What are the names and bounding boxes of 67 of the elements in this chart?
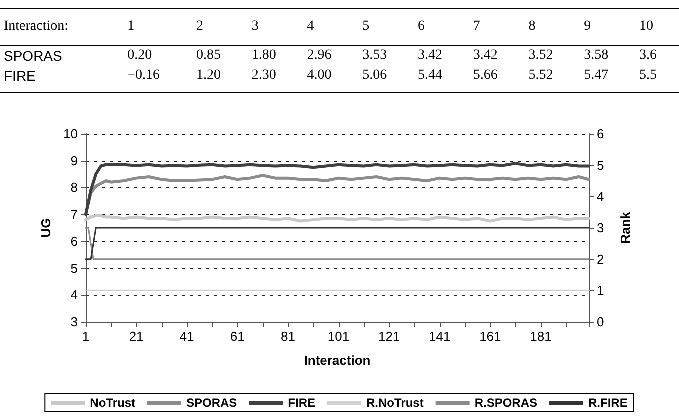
y-tick-label: FIRE bbox=[0, 66, 124, 92]
legend-label: SPORAS bbox=[186, 396, 238, 410]
y2-tick-label: 5 bbox=[597, 158, 604, 173]
x-tick-label: 4 bbox=[303, 8, 359, 46]
x-tick-label: 1 bbox=[82, 329, 90, 344]
data-label: 4.00 bbox=[303, 66, 359, 92]
data-label: 3.52 bbox=[528, 47, 554, 65]
x-tick-label: 21 bbox=[129, 329, 144, 344]
y-tick-label: 5 bbox=[70, 260, 78, 276]
data-label: 3.42 bbox=[472, 47, 499, 65]
x-tick-label: 181 bbox=[530, 329, 552, 344]
y-tick-label: 7 bbox=[70, 207, 78, 222]
legend-label: FIRE bbox=[288, 396, 316, 410]
y-tick-label: 9 bbox=[70, 153, 78, 168]
data-label: 3.53 bbox=[362, 47, 388, 65]
y2-tick-label: 1 bbox=[597, 283, 604, 298]
x-tick-label: 141 bbox=[429, 329, 451, 344]
legend-label: R.FIRE bbox=[588, 396, 628, 410]
x-tick-label: 121 bbox=[378, 329, 400, 344]
x-tick-label: 1 bbox=[124, 8, 192, 46]
data-label: 3.58 bbox=[583, 47, 610, 65]
y2-tick-label: 6 bbox=[597, 126, 604, 142]
data-label: 3.42 bbox=[416, 47, 444, 65]
y-tick-label: 6 bbox=[70, 234, 78, 249]
y2-axis-title: Rank bbox=[618, 211, 633, 244]
data-label: 2.96 bbox=[306, 47, 333, 65]
x-tick-label: 61 bbox=[230, 329, 245, 344]
data-label: 5.06 bbox=[358, 66, 414, 92]
data-label: 1.20 bbox=[192, 66, 248, 92]
data-label: 0.20 bbox=[126, 47, 154, 65]
y-tick-label: 10 bbox=[64, 126, 78, 142]
data-label: −0.16 bbox=[124, 66, 192, 92]
x-tick-label: 101 bbox=[328, 329, 350, 344]
y-tick-label: 4 bbox=[70, 288, 78, 303]
x-tick-label: 10 bbox=[635, 8, 679, 46]
x-tick-label: 3 bbox=[248, 8, 304, 46]
y2-tick-label: 0 bbox=[597, 314, 604, 330]
legend-label: R.SPORAS bbox=[474, 396, 538, 410]
x-axis-title: Interaction: bbox=[0, 8, 124, 46]
x-tick-label: 2 bbox=[192, 8, 248, 46]
x-tick-label: 81 bbox=[280, 329, 296, 344]
line-series bbox=[84, 162, 590, 216]
data-label: 0.85 bbox=[195, 47, 222, 65]
data-label: 2.30 bbox=[248, 66, 304, 92]
x-tick-label: 7 bbox=[469, 8, 525, 46]
x-tick-label: 8 bbox=[524, 8, 580, 46]
x-tick-label: 5 bbox=[358, 8, 414, 46]
data-label: 5.44 bbox=[414, 66, 470, 92]
x-axis-title: Interaction bbox=[304, 353, 371, 368]
data-label: 1.80 bbox=[250, 47, 278, 65]
x-tick-label: 9 bbox=[580, 8, 636, 46]
legend-label: NoTrust bbox=[90, 396, 136, 410]
y2-tick-label: 2 bbox=[597, 252, 604, 267]
y-tick-label: 3 bbox=[70, 314, 78, 330]
y2-tick-label: 3 bbox=[597, 220, 604, 236]
data-label: 5.47 bbox=[580, 66, 636, 92]
data-label: 3.6 bbox=[638, 47, 658, 65]
y-tick-label: 8 bbox=[70, 180, 78, 196]
legend-label: R.NoTrust bbox=[366, 396, 424, 410]
x-tick-label: 161 bbox=[480, 329, 502, 344]
y2-tick-label: 4 bbox=[597, 189, 604, 204]
x-tick-label: 6 bbox=[414, 8, 470, 46]
x-tick-label: 41 bbox=[180, 329, 194, 344]
data-label: 5.66 bbox=[469, 66, 525, 92]
data-label: 5.52 bbox=[524, 66, 580, 92]
data-label: 5.5 bbox=[635, 66, 679, 92]
y-axis-title: UG bbox=[38, 218, 54, 238]
